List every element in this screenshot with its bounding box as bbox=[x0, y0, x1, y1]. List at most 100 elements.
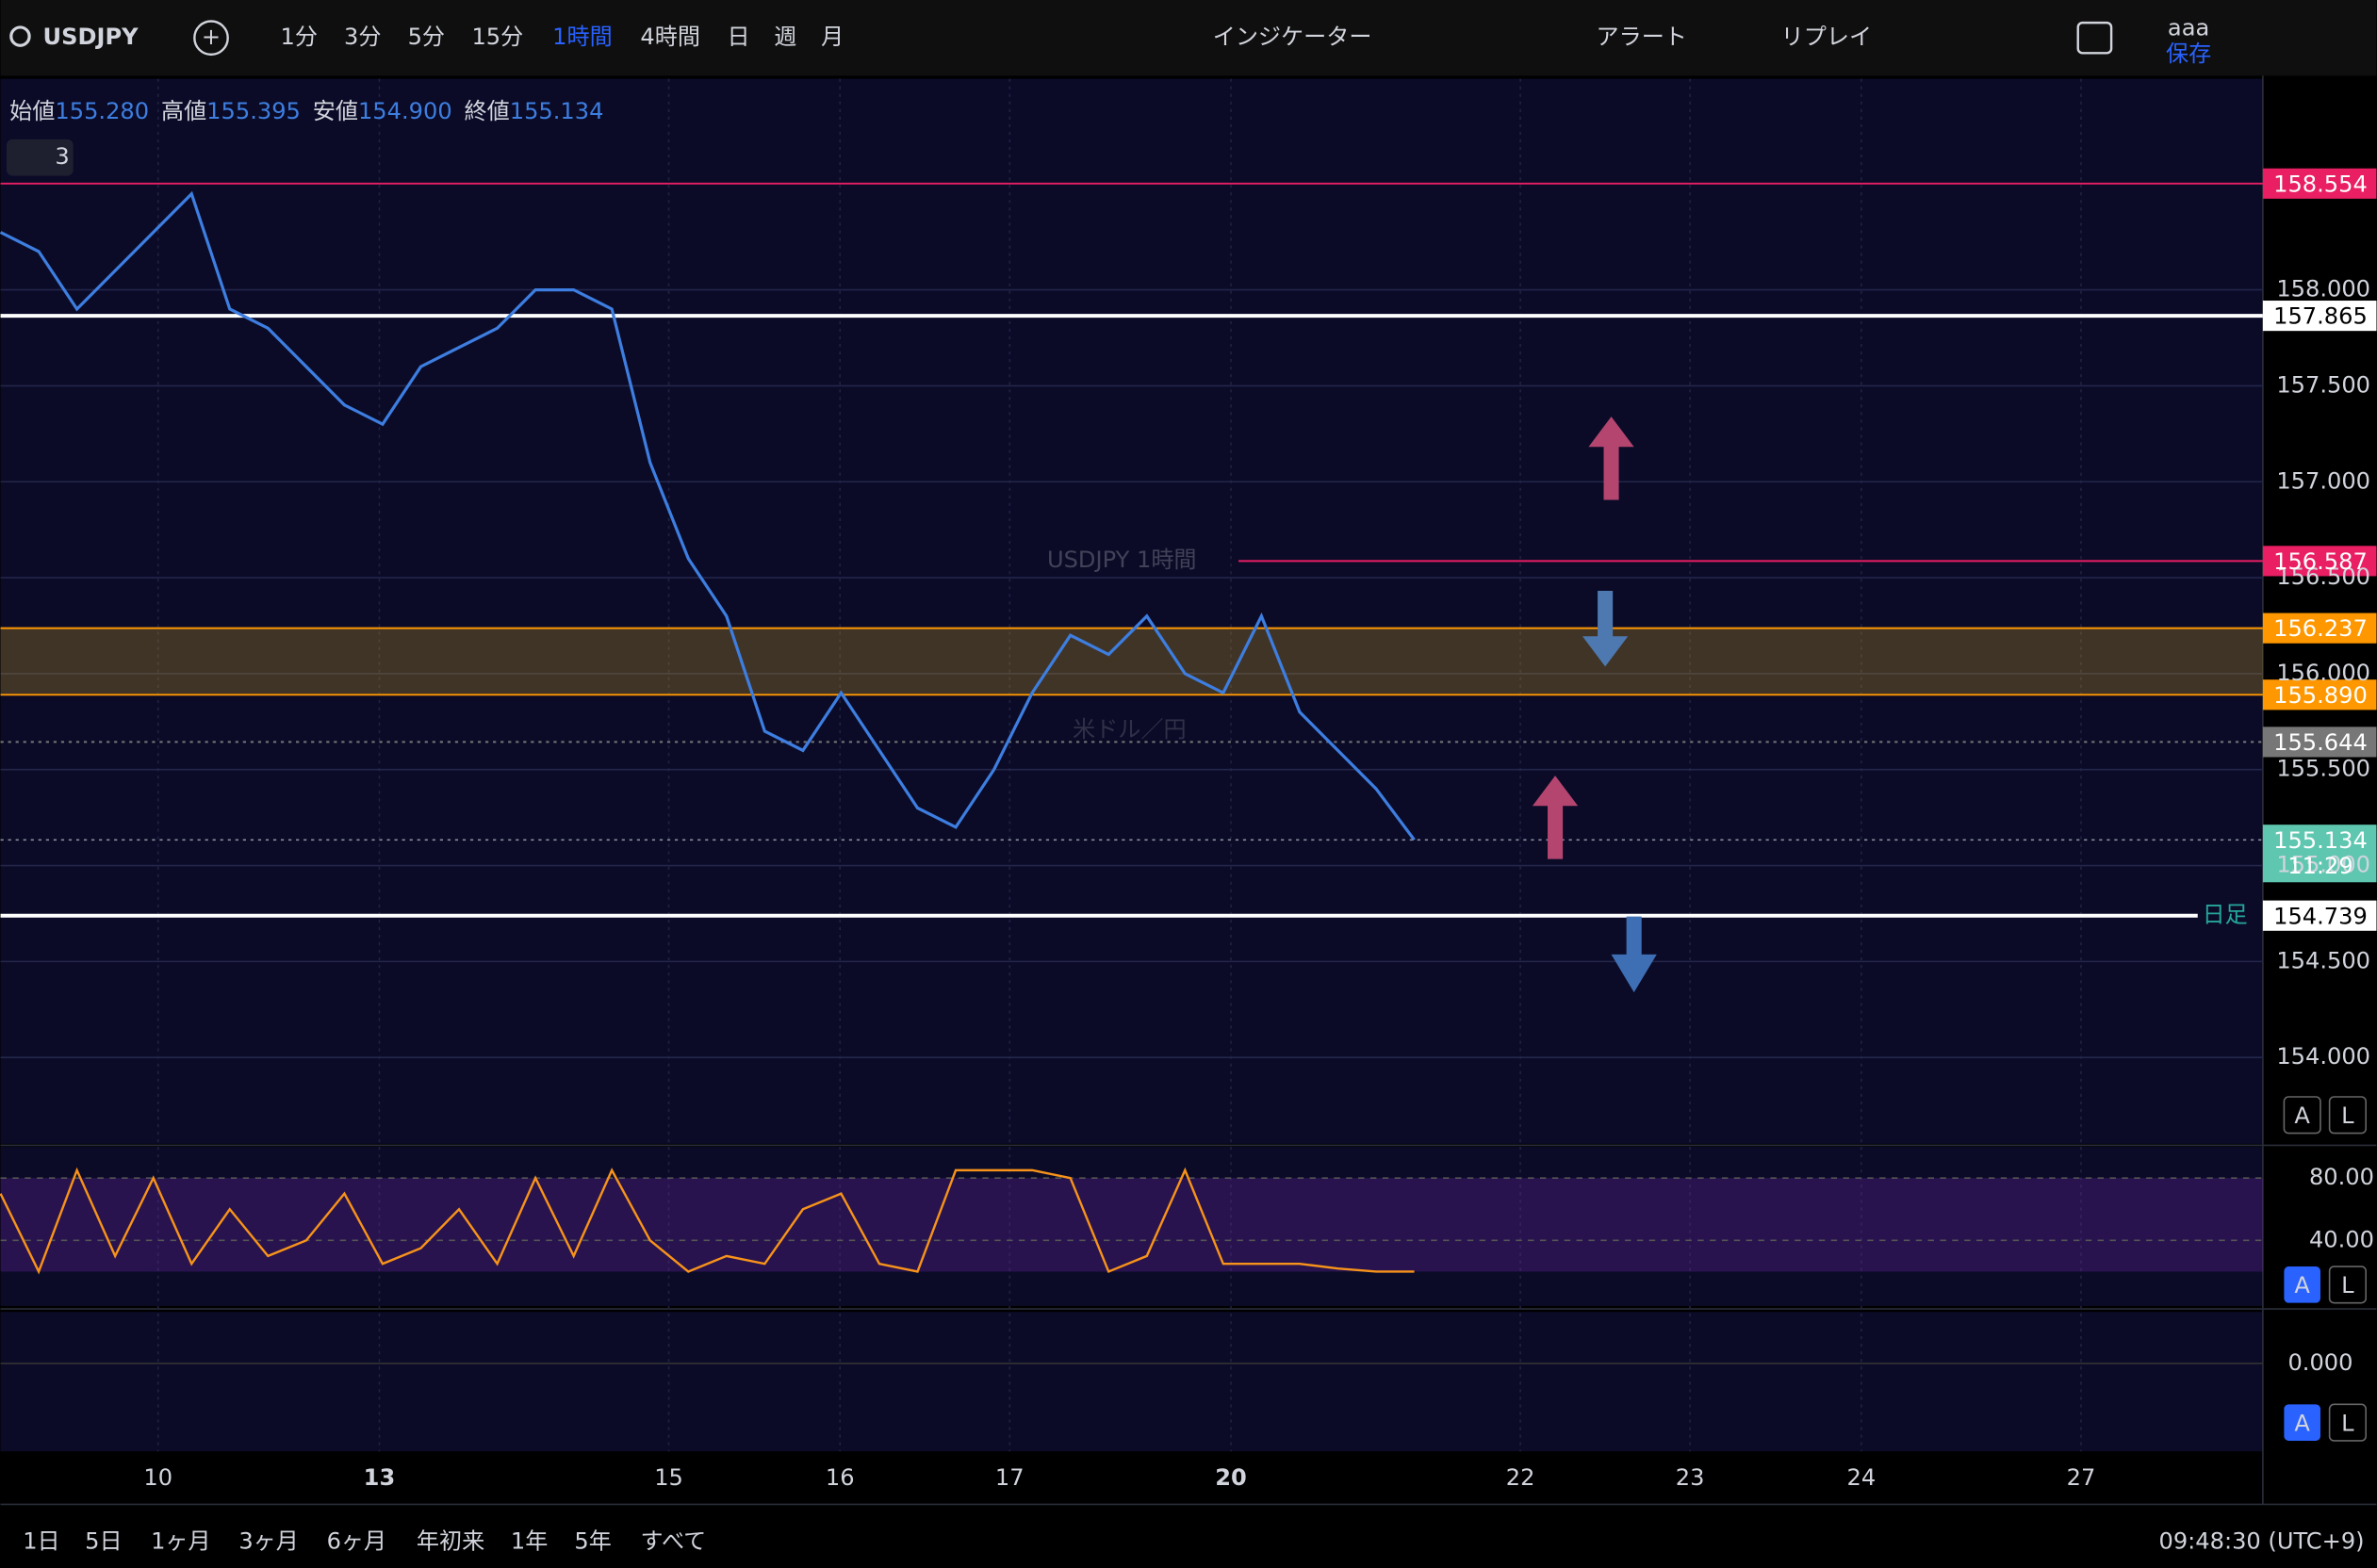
stoch-k bbox=[0, 1167, 1415, 1275]
log-btn[interactable] bbox=[2328, 1403, 2368, 1442]
range[interactable]: すべて bbox=[641, 1528, 707, 1555]
price-tag-text: 155.644 bbox=[2273, 729, 2368, 756]
price-tag-text: 155.890 bbox=[2273, 682, 2368, 709]
legend-value: 155.134 bbox=[510, 98, 604, 124]
price-line-series bbox=[0, 190, 1416, 841]
price-tag-text: 154.739 bbox=[2273, 903, 2368, 929]
save[interactable]: 保存 bbox=[2166, 41, 2211, 67]
interval[interactable]: 1時間 bbox=[552, 24, 613, 50]
auto-btn-text: A bbox=[2294, 1102, 2310, 1129]
interval[interactable]: 月 bbox=[821, 24, 844, 50]
arrow-up bbox=[1588, 416, 1634, 500]
y-tick-label: 156.000 bbox=[2276, 660, 2370, 686]
x-tick-label: 27 bbox=[2067, 1464, 2096, 1491]
study-toggle[interactable] bbox=[6, 139, 74, 176]
range[interactable]: 年初来 bbox=[417, 1528, 484, 1555]
range[interactable]: 5日 bbox=[85, 1528, 122, 1555]
price-tag bbox=[2262, 546, 2377, 577]
zone bbox=[0, 628, 2263, 695]
study-count: 3 bbox=[55, 143, 69, 170]
range[interactable]: 1ヶ月 bbox=[151, 1528, 211, 1555]
last-price-tag bbox=[2262, 825, 2377, 883]
legend-name: 始値 bbox=[9, 98, 55, 124]
legend-name: 高値 bbox=[161, 98, 206, 124]
search-icon[interactable] bbox=[9, 25, 31, 47]
range[interactable]: 6ヶ月 bbox=[327, 1528, 387, 1555]
y-tick-label: 158.000 bbox=[2276, 276, 2370, 302]
add-plus: + bbox=[202, 24, 221, 50]
y-tick-label: 155.000 bbox=[2276, 852, 2370, 878]
x-tick-label: 13 bbox=[364, 1464, 396, 1491]
price-tag bbox=[2262, 900, 2377, 931]
main-pane bbox=[0, 78, 2263, 1144]
arrow-down bbox=[1582, 591, 1629, 667]
legend-value: 155.280 bbox=[55, 98, 149, 124]
chart bbox=[0, 78, 2377, 1452]
y-tick-label: 157.500 bbox=[2276, 371, 2370, 398]
x-tick-label: 17 bbox=[995, 1464, 1025, 1491]
x-tick-label: 10 bbox=[143, 1464, 172, 1491]
price-tag bbox=[2262, 612, 2377, 644]
price-tag bbox=[2262, 168, 2377, 199]
interval[interactable]: 15分 bbox=[471, 24, 523, 50]
auto-btn[interactable] bbox=[2283, 1096, 2321, 1135]
auto-btn-text: A bbox=[2294, 1410, 2310, 1436]
range[interactable]: 5年 bbox=[574, 1528, 611, 1555]
x-tick-label: 16 bbox=[826, 1464, 855, 1491]
auto-btn[interactable] bbox=[2284, 1266, 2320, 1303]
log-btn-text: L bbox=[2341, 1272, 2354, 1298]
watermark-subtitle: 米ドル／円 bbox=[1073, 716, 1187, 743]
log-btn-text: L bbox=[2341, 1410, 2354, 1436]
price-tag-text: 157.865 bbox=[2273, 303, 2368, 330]
macd-tick-label: 0.000 bbox=[2287, 1349, 2352, 1376]
arrows bbox=[1532, 416, 1657, 993]
x-tick-label: 15 bbox=[654, 1464, 683, 1491]
range[interactable]: 1年 bbox=[511, 1528, 548, 1555]
auto-btn[interactable] bbox=[2284, 1404, 2320, 1441]
symbol[interactable]: USDJPY bbox=[43, 24, 139, 50]
indicators[interactable]: インジケーター bbox=[1213, 24, 1372, 50]
clock: 09:48:30 (UTC+9) bbox=[2159, 1528, 2365, 1555]
stoch-tick-label: 80.00 bbox=[2309, 1164, 2374, 1190]
price-tag bbox=[2262, 727, 2377, 758]
auto-btn-text: A bbox=[2294, 1272, 2310, 1298]
add-icon[interactable] bbox=[193, 20, 229, 57]
legend-value: 155.395 bbox=[206, 98, 301, 124]
y-tick-label: 155.500 bbox=[2276, 756, 2370, 782]
daily-tag: 日足 bbox=[2203, 902, 2248, 928]
log-btn[interactable] bbox=[2328, 1266, 2368, 1304]
interval[interactable]: 5分 bbox=[408, 24, 445, 50]
interval[interactable]: 4時間 bbox=[640, 24, 700, 50]
log-btn-text: L bbox=[2341, 1102, 2354, 1129]
interval[interactable]: 1分 bbox=[281, 24, 318, 50]
price-tag-text: 156.587 bbox=[2273, 548, 2368, 575]
alert[interactable]: アラート bbox=[1596, 24, 1686, 50]
range[interactable]: 3ヶ月 bbox=[238, 1528, 299, 1555]
macd-pane bbox=[0, 1312, 2263, 1452]
x-tick-label: 23 bbox=[1676, 1464, 1705, 1491]
y-tick-label: 154.000 bbox=[2276, 1043, 2370, 1070]
replay[interactable]: リプレイ bbox=[1781, 24, 1872, 50]
layout-icon[interactable] bbox=[2076, 21, 2113, 55]
price-tag bbox=[2262, 679, 2377, 710]
watermark-title: USDJPY 1時間 bbox=[1047, 547, 1197, 573]
last-price-text: 155.134 bbox=[2273, 827, 2368, 854]
interval[interactable]: 週 bbox=[774, 24, 796, 50]
scale-buttons: A L A L A L bbox=[2283, 1096, 2368, 1442]
toolbar bbox=[0, 0, 2377, 76]
stoch-tick-label: 40.00 bbox=[2309, 1226, 2374, 1252]
countdown: 11:29 bbox=[2287, 853, 2352, 879]
interval[interactable]: 3分 bbox=[344, 24, 381, 50]
x-tick-label: 22 bbox=[1506, 1464, 1535, 1491]
price-tag-text: 158.554 bbox=[2273, 171, 2368, 197]
arrow-up bbox=[1532, 776, 1579, 859]
range[interactable]: 1日 bbox=[23, 1528, 59, 1555]
interval[interactable]: 日 bbox=[727, 24, 749, 50]
log-btn[interactable] bbox=[2328, 1096, 2368, 1135]
y-tick-label: 157.000 bbox=[2276, 467, 2370, 494]
legend-name: 終値 bbox=[465, 98, 510, 124]
user[interactable]: aaa bbox=[2168, 15, 2209, 41]
legend-name: 安値 bbox=[313, 98, 358, 124]
